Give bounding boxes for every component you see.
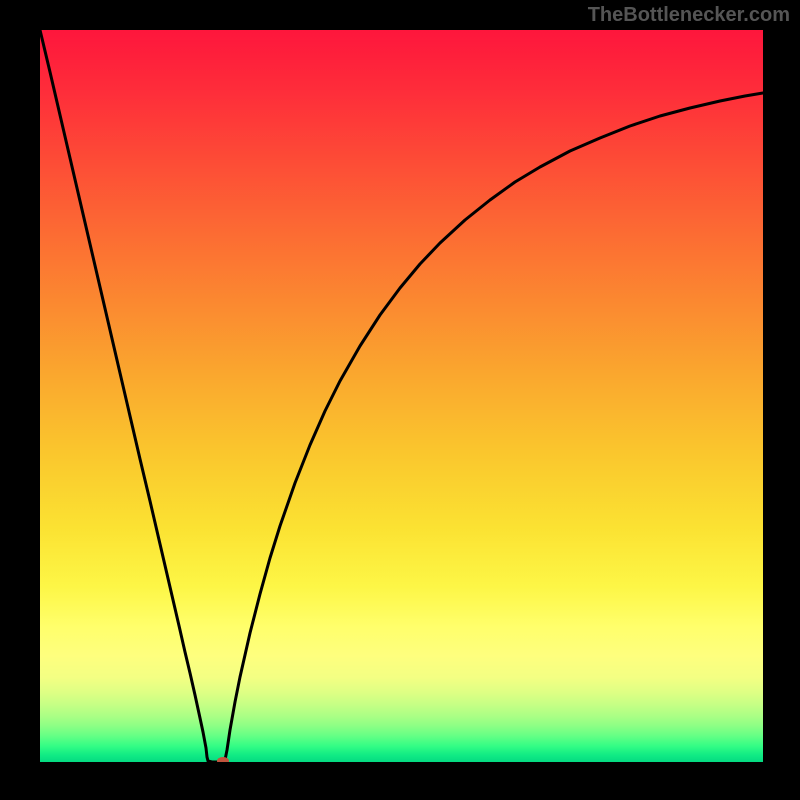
plot-area xyxy=(40,30,763,762)
watermark-text: TheBottlenecker.com xyxy=(588,4,790,27)
curve-layer xyxy=(40,30,763,762)
optimal-point-marker xyxy=(217,757,229,762)
bottleneck-curve xyxy=(40,30,763,762)
chart-container: { "watermark": { "text": "TheBottlenecke… xyxy=(0,0,800,800)
